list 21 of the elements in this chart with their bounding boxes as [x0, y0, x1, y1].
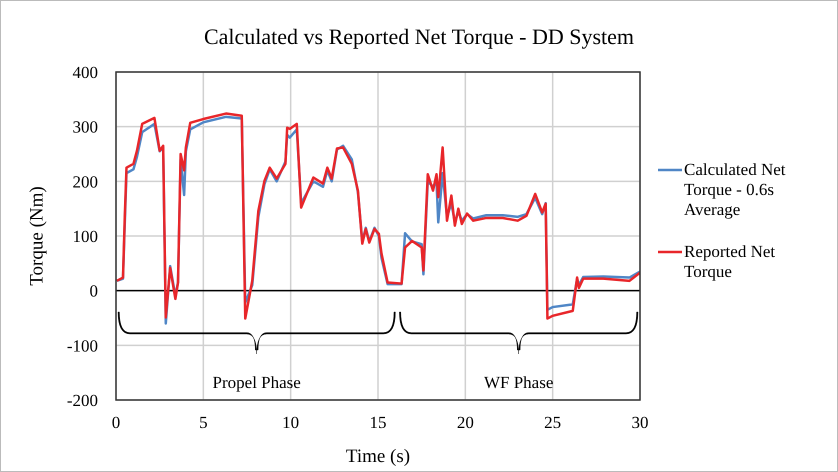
y-tick-label: -200: [66, 391, 98, 410]
x-tick-label: 20: [456, 413, 474, 432]
x-tick-label: 25: [544, 413, 562, 432]
y-tick-label: -100: [66, 336, 98, 356]
x-tick-label: 0: [112, 413, 120, 432]
y-tick-label: 200: [72, 172, 98, 192]
x-tick-label: 5: [199, 413, 208, 432]
y-tick-label: 0: [90, 282, 98, 301]
x-tick-label: 10: [282, 413, 300, 432]
x-axis-title: Time (s): [346, 446, 410, 467]
annotation: Propel Phase: [212, 373, 301, 392]
y-tick-label: 300: [72, 118, 98, 137]
legend-label: Calculated Net Torque - 0.6s Average: [684, 160, 786, 220]
y-tick-label: 100: [72, 227, 98, 246]
y-tick-label: 400: [72, 63, 98, 82]
x-tick-label: 15: [370, 413, 386, 432]
legend-label: Reported Net Torque: [684, 242, 776, 282]
x-tick-label: 30: [632, 413, 648, 432]
chart-title: Calculated vs Reported Net Torque - DD System: [202, 24, 636, 50]
y-axis-title: Torque (Nm): [26, 186, 48, 286]
annotation: WF Phase: [484, 373, 554, 392]
